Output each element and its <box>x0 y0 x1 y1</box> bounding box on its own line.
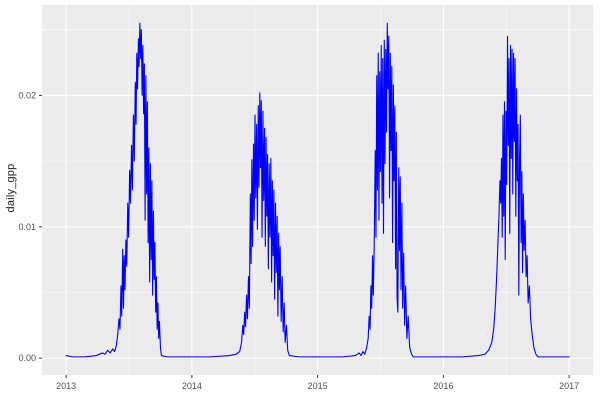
gpp-line <box>65 22 570 358</box>
x-tick-label: 2014 <box>182 381 202 391</box>
x-tick-label: 2016 <box>433 381 453 391</box>
y-axis-title: daily_gpp <box>5 163 17 213</box>
x-tick-label: 2015 <box>308 381 328 391</box>
x-tick-label: 2017 <box>559 381 579 391</box>
y-tick-label: 0.00 <box>18 353 36 363</box>
y-tick-label: 0.01 <box>18 222 36 232</box>
y-tick-label: 0.02 <box>18 90 36 100</box>
x-tick-label: 2013 <box>56 381 76 391</box>
